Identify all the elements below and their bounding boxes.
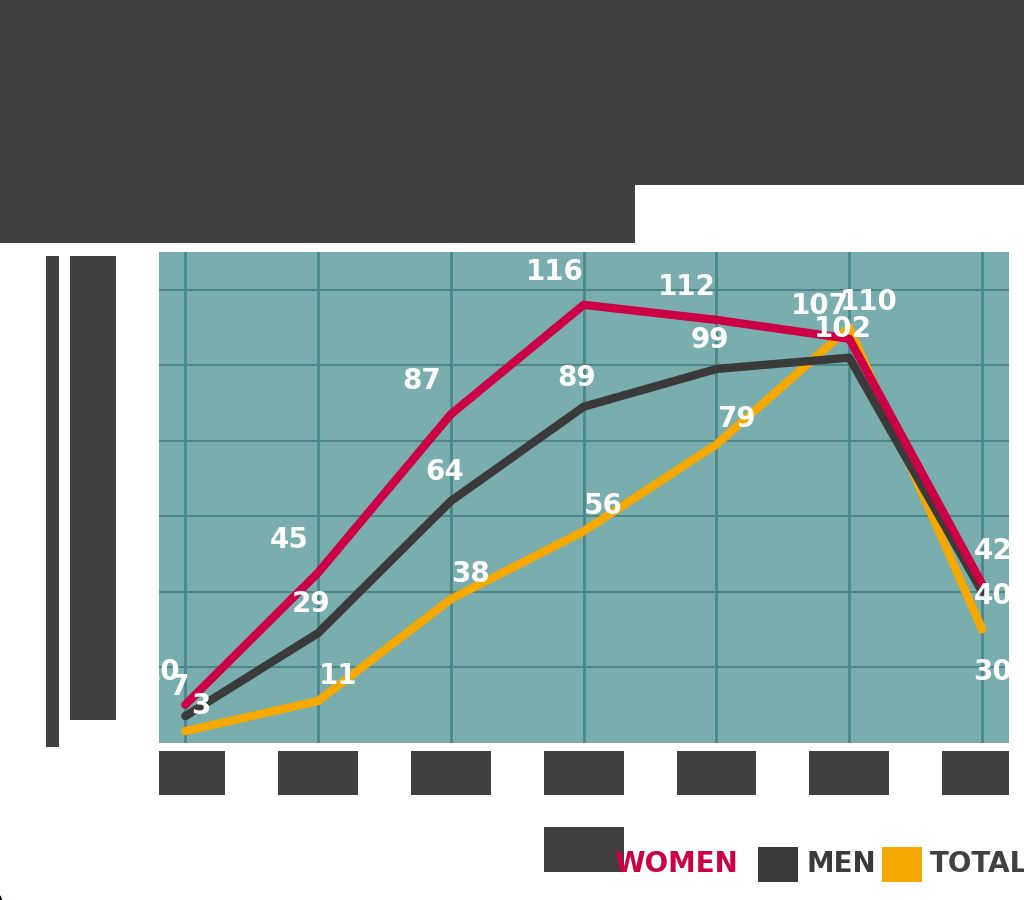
Text: 64: 64 [425,458,464,486]
Text: 30: 30 [974,658,1012,686]
Bar [942,751,1022,796]
Text: 11: 11 [318,662,357,689]
Text: 102: 102 [814,315,871,343]
Text: 107: 107 [792,292,849,320]
Bar [544,751,624,796]
Text: 38: 38 [452,560,490,588]
Text: 45: 45 [269,526,308,554]
Text: 110: 110 [841,288,898,316]
Text: 7: 7 [169,673,188,701]
Text: 87: 87 [402,367,441,395]
Text: MEN: MEN [806,850,876,878]
Text: with onset for women occuring earlier.: with onset for women occuring earlier. [61,137,968,179]
Text: 99: 99 [690,326,729,354]
Bar [411,751,490,796]
Bar [279,751,358,796]
Text: 116: 116 [525,258,584,286]
Bar [809,751,889,796]
Bar [544,827,624,871]
Bar [145,751,225,796]
Bar [882,847,922,882]
Text: TOTAL: TOTAL [930,850,1024,878]
Text: 10: 10 [142,658,180,686]
Text: Incidence of RA varies by gender,: Incidence of RA varies by gender, [61,40,846,82]
Text: 3: 3 [191,692,211,720]
Text: 56: 56 [584,492,623,520]
Text: 112: 112 [658,273,716,301]
Text: 79: 79 [717,405,756,433]
Text: WOMEN: WOMEN [614,850,738,878]
Bar [677,751,757,796]
Bar [758,847,798,882]
Text: 89: 89 [558,364,596,392]
Text: 42: 42 [974,537,1012,565]
Text: 29: 29 [292,590,331,618]
Text: 40: 40 [974,582,1012,610]
